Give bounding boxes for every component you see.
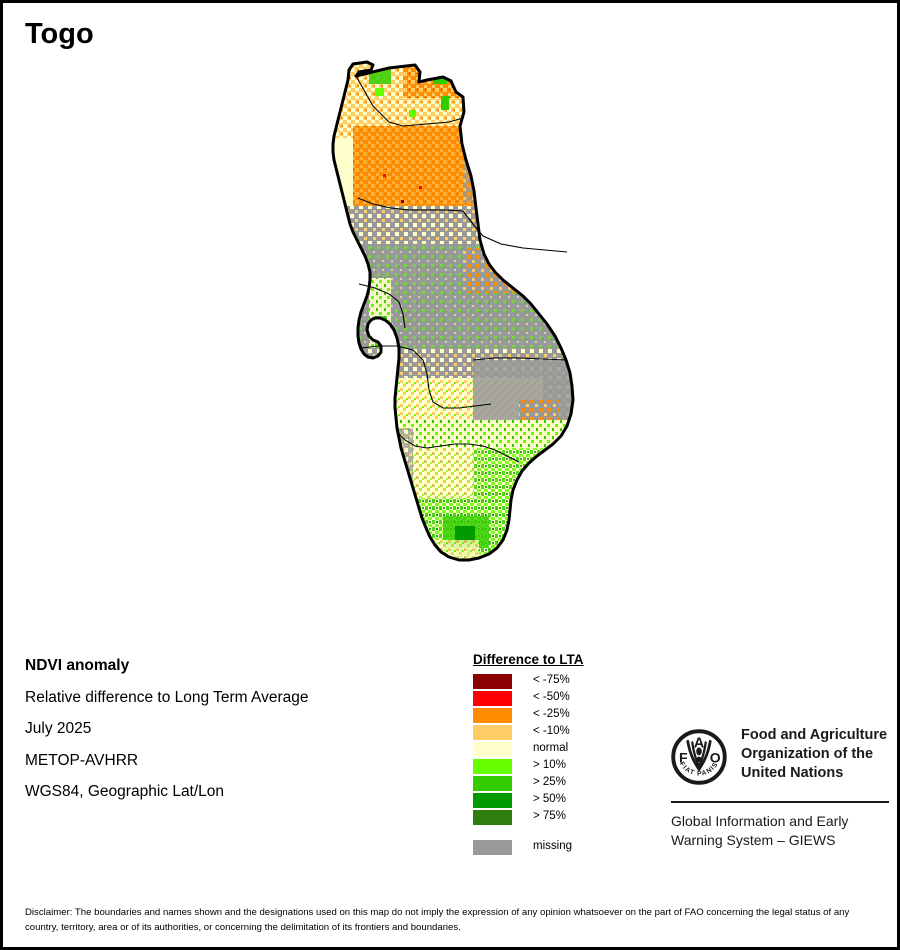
patch-red-nc [383,174,386,177]
legend-item[interactable]: > 10% [473,758,663,775]
fao-divider [671,801,889,803]
fao-name-line2: Organization of the [741,746,874,763]
region-boundary-4 [358,283,406,329]
legend-swatch-lt-25 [473,707,512,723]
legend-label-normal: normal [533,742,569,755]
legend-swatch-gt-10 [473,758,512,774]
patch-green-fs-core [455,526,475,542]
legend-item[interactable]: > 75% [473,809,663,826]
legend-label-lt-10: < -10% [533,725,570,738]
region-boundary-2 [357,197,464,212]
patch-orange-sc [519,400,559,422]
legend-label-lt-75: < -75% [533,674,570,687]
fao-branding-block: A F O FIAT PANIS Food and Agriculture Or… [671,726,896,850]
fao-letter-a: A [694,735,705,751]
region-boundary-1 [355,75,464,127]
togo-choropleth-map[interactable] [323,48,603,628]
legend-item[interactable]: > 50% [473,792,663,809]
country-outline[interactable] [331,60,575,562]
fao-letter-f: F [679,750,688,766]
patch-green-ne2 [441,96,449,110]
legend-title: Difference to LTA [473,652,584,667]
legend-item-missing[interactable]: missing [473,839,663,856]
legend-label-gt-10: > 10% [533,759,566,772]
patch-green-nw2 [375,88,384,96]
zone-south-west-gray [353,428,413,508]
patch-red-nc2 [419,186,422,189]
info-projection: WGS84, Geographic Lat/Lon [25,783,225,800]
zone-south-east-green [473,448,573,498]
zone-central-east-orange [463,248,573,293]
legend-spacer [473,826,663,839]
info-subtitle: Relative difference to Long Term Average [25,688,309,706]
legend-swatch-lt-50 [473,690,512,706]
legend-item[interactable]: normal [473,741,663,758]
legend-label-lt-50: < -50% [533,691,570,704]
giews-line1: Global Information and Early [671,813,849,829]
legend-item[interactable]: < -50% [473,690,663,707]
page-title: Togo [25,18,94,50]
info-sensor: METOP-AVHRR [25,751,139,769]
legend-swatch-gt-25 [473,775,512,791]
zone-north-central-gray [463,143,573,203]
legend-swatch-gt-75 [473,809,512,825]
legend-swatch-lt-75 [473,673,512,689]
fao-logo-icon: A F O FIAT PANIS [671,729,727,790]
disclaimer-text: Disclaimer: The boundaries and names sho… [25,907,850,933]
region-boundary-7 [396,431,520,463]
legend-swatch-gt-50 [473,792,512,808]
fao-name: Food and Agriculture Organization of the… [741,726,887,783]
fao-name-line1: Food and Agriculture [741,727,888,743]
legend-item[interactable]: < -10% [473,724,663,741]
patch-green-nw [369,70,391,84]
patch-tan-fs [409,540,479,560]
legend-item[interactable]: > 25% [473,775,663,792]
legend-swatch-normal [473,741,512,757]
legend-swatch-missing [473,839,512,855]
legend-swatch-lt-10 [473,724,512,740]
legend-label-gt-75: > 75% [533,810,566,823]
legend-label-lt-25: < -25% [533,708,570,721]
map-raster-layer [333,62,573,560]
region-boundary-5 [472,357,568,361]
fao-header: A F O FIAT PANIS Food and Agriculture Or… [671,726,896,790]
info-period: July 2025 [25,720,92,737]
giews-line2: Warning System – GIEWS [671,831,836,848]
fao-letter-o: O [710,750,721,766]
legend-label-gt-25: > 25% [533,776,566,789]
legend-item[interactable]: < -75% [473,673,663,690]
fao-name-line3: United Nations [741,765,844,782]
legend-label-gt-50: > 50% [533,793,566,806]
fao-emblem-icon: A F O FIAT PANIS [671,729,727,785]
legend-item[interactable]: < -25% [473,707,663,724]
legend-label-missing: missing [533,840,572,853]
region-boundaries [355,75,568,463]
region-boundary-3 [462,210,568,253]
info-heading: NDVI anomaly [25,657,130,674]
giews-name: Global Information and Early Warning Sys… [671,812,896,850]
patch-orange-ce [511,260,529,276]
patch-darkred-nc [401,200,404,203]
region-boundary-6 [360,345,492,409]
map-info-block: NDVI anomaly Relative difference to Long… [25,658,445,816]
legend: Difference to LTA < -75% < -50% < -25% <… [473,653,663,856]
patch-green-nc2 [409,110,416,117]
map-canvas[interactable] [323,48,603,628]
zone-north-central-speckle [353,126,573,211]
